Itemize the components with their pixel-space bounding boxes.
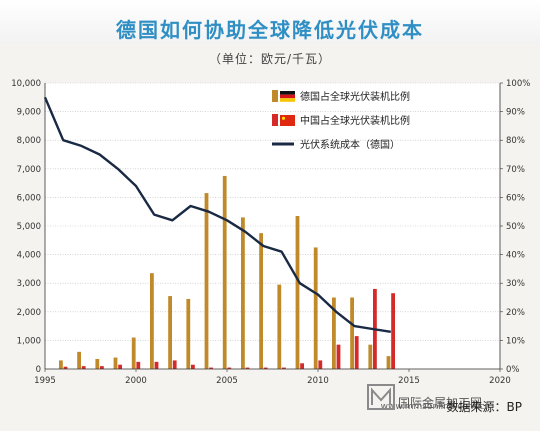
bar-germany-share bbox=[95, 358, 100, 369]
watermark-name: 国际金属加工网 bbox=[398, 395, 482, 410]
x-tick-label: 1995 bbox=[34, 376, 56, 386]
chart-subtitle: （单位：欧元/千瓦） bbox=[208, 52, 332, 66]
y-left-tick-label: 3,000 bbox=[17, 279, 41, 289]
bars bbox=[59, 175, 395, 369]
bar-china-share bbox=[136, 361, 141, 369]
y-right-tick-label: 50% bbox=[506, 222, 525, 232]
bar-china-share bbox=[172, 360, 177, 369]
chart-title: 德国如何协助全球降低光伏成本 bbox=[116, 18, 424, 42]
bar-china-share bbox=[100, 366, 104, 369]
bar-china-share bbox=[354, 336, 359, 369]
bar-germany-share bbox=[295, 215, 300, 369]
y-right-tick-label: 90% bbox=[506, 108, 525, 118]
y-left-tick-label: 1,000 bbox=[17, 336, 41, 346]
y-right-tick-label: 40% bbox=[506, 251, 525, 261]
y-left-tick-label: 2,000 bbox=[17, 308, 41, 318]
y-left-tick-label: 6,000 bbox=[17, 193, 41, 203]
bar-china-share bbox=[391, 293, 395, 369]
y-right-tick-label: 80% bbox=[506, 136, 525, 146]
title-banner bbox=[0, 0, 540, 44]
bar-germany-share bbox=[332, 297, 336, 369]
bar-germany-share bbox=[259, 233, 263, 369]
legend-swatch-germany bbox=[272, 90, 278, 102]
bar-germany-share bbox=[113, 357, 118, 369]
cost-line bbox=[43, 96, 391, 333]
bar-germany-share bbox=[313, 247, 318, 369]
y-right-tick-label: 60% bbox=[506, 193, 525, 203]
bar-germany-share bbox=[386, 356, 391, 369]
bar-germany-share bbox=[150, 273, 154, 369]
bar-china-share bbox=[81, 366, 86, 369]
bar-germany-share bbox=[241, 217, 245, 369]
y-left-tick-label: 9,000 bbox=[17, 108, 41, 118]
bar-china-share bbox=[282, 367, 286, 369]
bar-china-share bbox=[318, 360, 323, 369]
y-right-tick-label: 30% bbox=[506, 279, 525, 289]
y-right-tick-label: 100% bbox=[506, 79, 530, 89]
bar-germany-share bbox=[59, 360, 63, 369]
bar-china-share bbox=[118, 364, 122, 369]
legend-label-cost: 光伏系统成本（德国） bbox=[300, 138, 400, 151]
y-left-tick-label: 7,000 bbox=[17, 165, 41, 175]
bar-china-share bbox=[336, 344, 341, 369]
bar-germany-share bbox=[186, 298, 191, 369]
x-tick-label: 2020 bbox=[489, 376, 511, 386]
y-right-tick-label: 70% bbox=[506, 165, 525, 175]
bar-germany-share bbox=[131, 337, 136, 369]
x-tick-label: 2005 bbox=[216, 376, 238, 386]
bar-china-share bbox=[154, 361, 159, 369]
bar-china-share bbox=[263, 367, 268, 369]
x-tick-label: 2010 bbox=[307, 376, 329, 386]
y-left-tick-label: 8,000 bbox=[17, 136, 41, 146]
y-left-tick-label: 0 bbox=[36, 365, 41, 375]
legend-label-china: 中国占全球光伏装机比例 bbox=[300, 114, 410, 127]
bar-china-share bbox=[227, 367, 232, 369]
source-note: 数据来源：BP bbox=[447, 399, 522, 414]
bar-germany-share bbox=[350, 297, 354, 369]
bar-germany-share bbox=[368, 344, 373, 369]
bar-germany-share bbox=[204, 193, 209, 369]
footer: www.mmsonline.com.cn www.mmsonline.com.c… bbox=[367, 384, 522, 414]
germany-flag-icon bbox=[280, 91, 295, 102]
bar-china-share bbox=[300, 363, 304, 369]
y-right-tick-label: 0% bbox=[506, 365, 520, 375]
y-right-tick-label: 20% bbox=[506, 308, 525, 318]
bar-china-share bbox=[245, 367, 250, 369]
x-tick-label: 2000 bbox=[125, 376, 147, 386]
y-left-tick-label: 4,000 bbox=[17, 251, 41, 261]
x-tick-label: 2015 bbox=[398, 376, 420, 386]
bar-germany-share bbox=[277, 284, 282, 369]
bar-china-share bbox=[209, 367, 213, 369]
bar-germany-share bbox=[222, 175, 227, 369]
watermark-url: www.mmsonline.com.cn bbox=[381, 402, 490, 412]
bar-china-share bbox=[63, 366, 68, 369]
grid bbox=[45, 82, 500, 370]
legend-swatch-china bbox=[272, 114, 278, 126]
axes: 0 0% 1,000 10% 2,000 20% 3,000 30% 4,000 40% 5,000… bbox=[11, 79, 530, 386]
y-left-tick-label: 10,000 bbox=[11, 79, 41, 89]
bar-germany-share bbox=[168, 296, 172, 369]
y-right-tick-label: 10% bbox=[506, 336, 525, 346]
china-flag-icon bbox=[280, 115, 295, 126]
y-left-tick-label: 5,000 bbox=[17, 222, 41, 232]
legend-label-germany: 德国占全球光伏装机比例 bbox=[300, 90, 410, 103]
cost-line-path bbox=[43, 96, 391, 333]
bar-china-share bbox=[191, 364, 195, 369]
watermark-logo bbox=[367, 384, 395, 410]
bar-germany-share bbox=[77, 351, 81, 369]
